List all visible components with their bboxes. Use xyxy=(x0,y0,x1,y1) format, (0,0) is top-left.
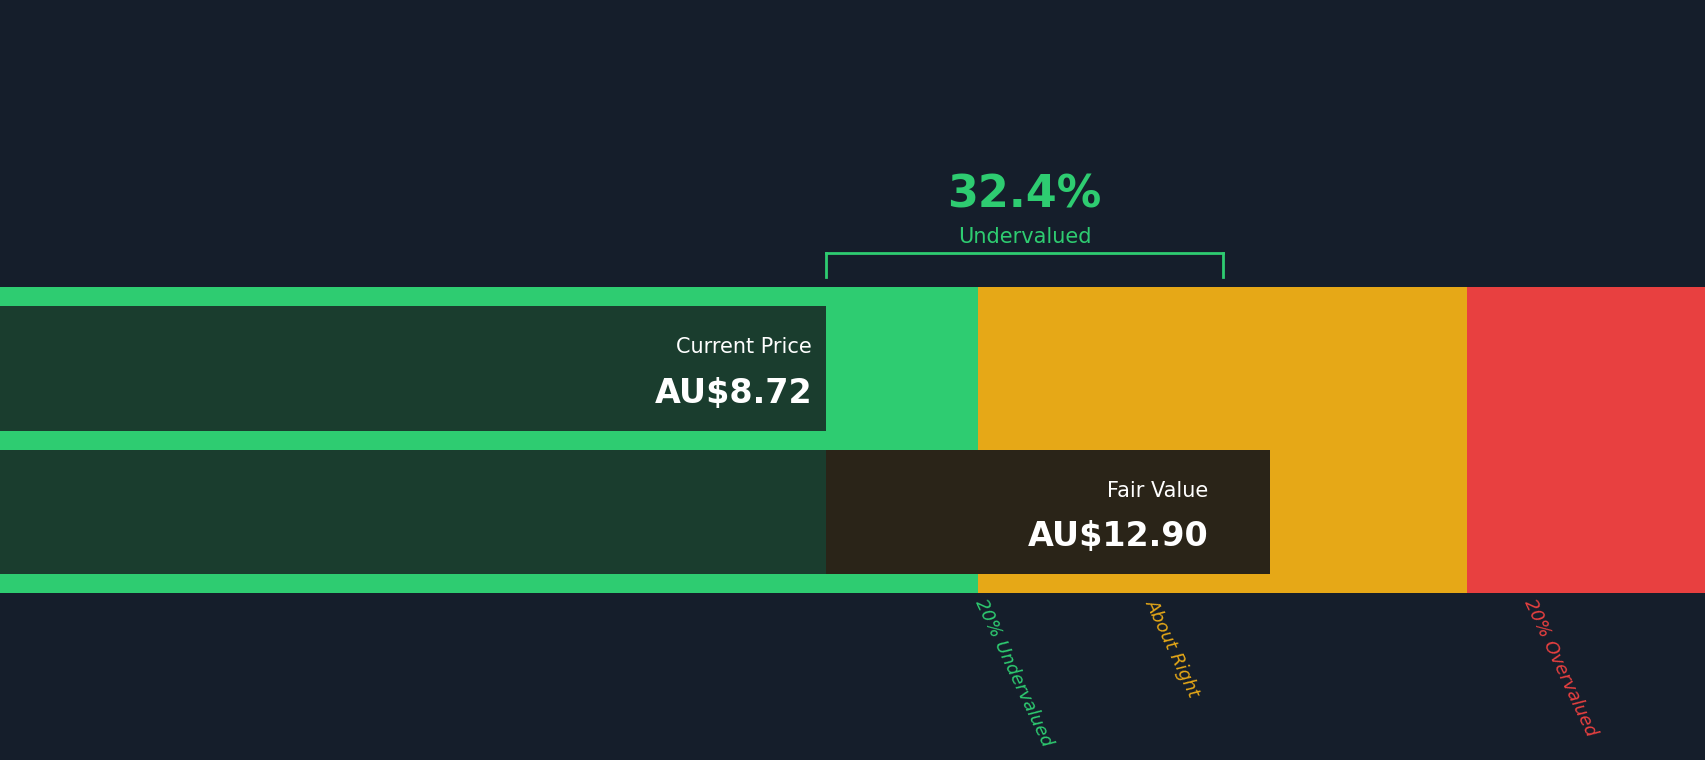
Bar xyxy=(1466,575,1705,593)
Bar xyxy=(0,431,977,450)
Bar xyxy=(977,575,1466,593)
Text: Fair Value: Fair Value xyxy=(1107,481,1207,501)
Bar xyxy=(977,450,1466,575)
Bar xyxy=(1466,287,1705,306)
Bar xyxy=(977,287,1466,306)
Bar xyxy=(1466,431,1705,450)
Text: About Right: About Right xyxy=(1142,597,1204,700)
Bar xyxy=(1466,306,1705,431)
Bar xyxy=(0,306,977,431)
Bar xyxy=(0,450,977,575)
Bar xyxy=(825,450,1269,575)
Bar xyxy=(977,431,1466,450)
Text: Current Price: Current Price xyxy=(677,337,812,357)
Bar xyxy=(977,306,1466,431)
Text: 20% Undervalued: 20% Undervalued xyxy=(970,597,1055,750)
Text: Undervalued: Undervalued xyxy=(957,226,1091,247)
Text: 32.4%: 32.4% xyxy=(946,173,1101,217)
Bar xyxy=(1466,450,1705,575)
Text: AU$8.72: AU$8.72 xyxy=(655,377,812,410)
Bar xyxy=(0,575,977,593)
Text: 20% Overvalued: 20% Overvalued xyxy=(1519,597,1599,739)
Text: AU$12.90: AU$12.90 xyxy=(1026,521,1207,553)
Bar xyxy=(0,287,977,306)
Bar xyxy=(0,306,825,431)
Bar xyxy=(0,450,1222,575)
